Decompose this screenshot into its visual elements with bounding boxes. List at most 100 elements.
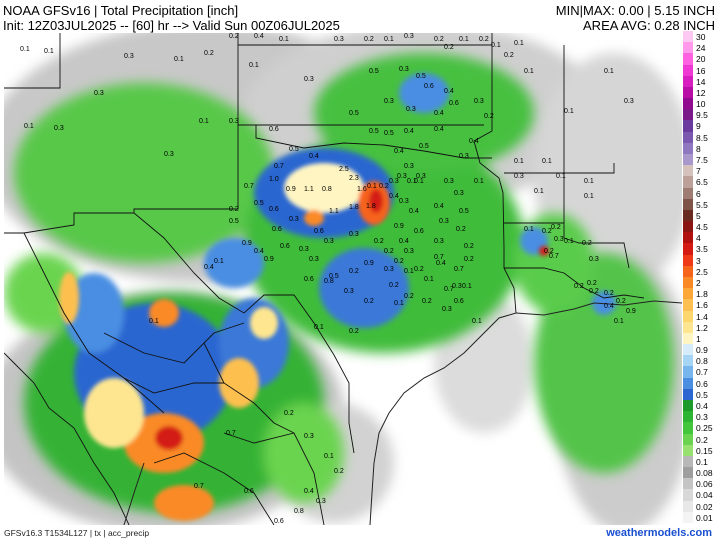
colorbar-swatch [683,109,693,121]
precip-value-label: 0.6 [274,518,284,525]
precip-value-label: 0.4 [434,203,444,210]
colorbar-label: 0.4 [696,401,708,411]
colorbar-entry: 0.8 [683,355,720,367]
precip-value-label: 0.1 [424,276,434,283]
colorbar-label: 1.4 [696,311,708,322]
precip-value-label: 0.7 [454,266,464,273]
precip-value-label: 0.1 [404,268,414,275]
precip-value-label: 0.2 [404,293,414,300]
precip-value-label: 0.2 [364,36,374,43]
colorbar-swatch [683,221,693,233]
colorbar-entry: 2.5 [683,265,720,278]
precip-value-label: 0.1 [199,118,209,125]
precip-value-label: 0.6 [269,126,279,133]
colorbar-entry: 8.5 [683,131,720,144]
precip-value-label: 0.6 [272,226,282,233]
init-valid-time: Init: 12Z03JUL2025 -- [60] hr --> Valid … [3,18,340,33]
colorbar-swatch [683,299,693,312]
precip-value-label: 0.3 [454,190,464,197]
precip-value-label: 0.4 [394,148,404,155]
precip-value-label: 0.4 [436,260,446,267]
colorbar-label: 0.2 [696,434,708,445]
precip-value-label: 0.4 [409,208,419,215]
colorbar-swatch [683,310,693,323]
precip-value-label: 0.8 [324,278,334,285]
colorbar-swatch [683,377,693,390]
colorbar-label: 2.5 [696,266,708,277]
colorbar-swatch [683,344,693,356]
colorbar-swatch [683,433,693,446]
precip-value-label: 0.2 [551,224,561,231]
precip-value-label: 0.3 [399,198,409,205]
colorbar-swatch [683,265,693,278]
colorbar-label: 0.6 [696,378,708,389]
precip-value-label: 0.3 [399,66,409,73]
precip-value-label: 0.4 [399,238,409,245]
precip-value-label: 0.7 [194,483,204,490]
colorbar-label: 1.2 [696,322,708,333]
precip-value-label: 0.1 [324,453,334,460]
precip-value-label: 0.3 [229,118,239,125]
precip-value-label: 0.1 [174,56,184,63]
map-canvas: 0.2 0.4 0.1 0.3 0.2 0.1 0.3 0.2 0.1 0.2 0.1 0.2 0.1 0… [4,33,682,525]
colorbar-label: 0.15 [696,445,713,456]
colorbar-entry: 4.5 [683,221,720,233]
precip-value-label: 0.3 [459,153,469,160]
precip-value-label: 0.4 [389,193,399,200]
precip-value-label: 0.9 [242,240,252,247]
colorbar-label: 1 [696,333,701,344]
colorbar-entry: 0.6 [683,377,720,390]
precip-value-label: 0.2 [589,288,599,295]
precip-value-label: 0.3 [316,498,326,505]
colorbar-swatch [683,388,693,401]
colorbar-label: 30 [696,32,706,42]
colorbar-entry: 1.8 [683,288,720,300]
precip-value-label: 0.2 [587,280,597,287]
precip-value-label: 0.2 [456,226,466,233]
precip-value-label: 0.6 [269,206,279,213]
colorbar-swatch [683,154,693,166]
precip-value-label: 0.2 [422,298,432,305]
colorbar-swatch [683,254,693,267]
colorbar-swatch [683,53,693,66]
source-credit: weathermodels.com [606,527,712,539]
precip-value-label: 1.0 [269,176,279,183]
colorbar-swatch [683,366,693,379]
precip-value-label: 0.2 [389,282,399,289]
precip-value-label: 2.5 [339,166,349,173]
colorbar-label: 1.8 [696,289,708,300]
colorbar-label: 5.5 [696,199,708,210]
precip-value-label: 0.3 [289,216,299,223]
colorbar-entry: 16 [683,64,720,77]
precip-colorbar: 30 24 20 16 14 12 10 9.5 9 8.5 8 7.5 7 6.5 6 5.5 5 4.5 4 3.… [683,31,720,524]
precip-value-label: 0.5 [459,208,469,215]
precip-value-label: 0.3 [349,231,359,238]
precip-value-label: 0.4 [469,138,479,145]
precip-value-label: 0.3 [404,248,414,255]
coastline [123,300,682,525]
colorbar-label: 7.5 [696,155,708,165]
min-max-readout: MIN|MAX: 0.00 | 5.15 INCH [555,3,715,18]
precip-value-label: 0.2 [542,228,552,235]
precip-value-label: 0.5 [254,200,264,207]
colorbar-swatch [683,355,693,367]
colorbar-swatch [683,243,693,256]
colorbar-label: 9 [696,121,701,132]
precip-value-label: 0.2 [229,33,239,40]
precip-value-label: 0.5 [289,146,299,153]
precip-value-label: 0.2 [334,468,344,475]
precip-value-label: 0.1 [534,188,544,195]
colorbar-swatch [683,478,693,490]
colorbar-label: 24 [696,43,706,54]
precip-value-label: 0.6 [304,276,314,283]
precip-value-label: 0.7 [549,253,559,260]
colorbar-entry: 5.5 [683,198,720,211]
colorbar-entry: 1 [683,332,720,345]
precip-value-label: 0.7 [444,286,454,293]
colorbar-swatch [683,400,693,412]
precip-value-label: 0.4 [254,33,264,40]
colorbar-entry: 3 [683,254,720,267]
colorbar-label: 0.01 [696,512,713,523]
colorbar-entry: 1.4 [683,310,720,323]
colorbar-label: 0.06 [696,479,713,490]
